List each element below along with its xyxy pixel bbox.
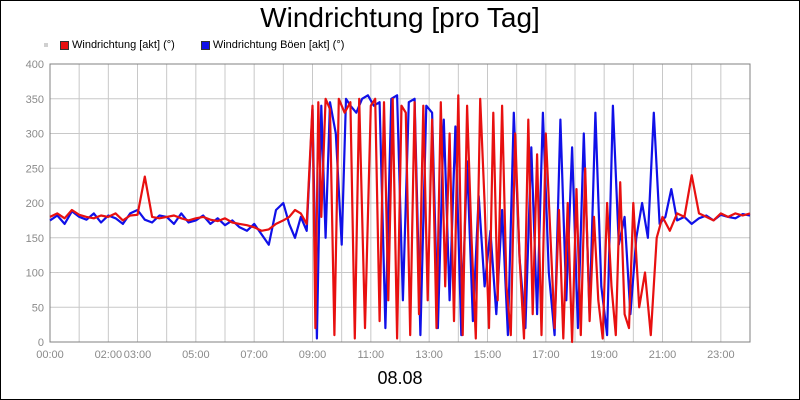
- y-tick-label: 100: [26, 268, 44, 280]
- x-tick-label: 09:00: [299, 349, 327, 361]
- y-tick-label: 250: [26, 163, 44, 175]
- x-tick-label: 23:00: [707, 349, 735, 361]
- x-tick-label: 13:00: [415, 349, 443, 361]
- x-tick-label: 17:00: [532, 349, 560, 361]
- x-tick-label: 05:00: [182, 349, 210, 361]
- date-label: 08.08: [377, 368, 423, 388]
- y-tick-label: 0: [38, 337, 44, 349]
- legend-label: Windrichtung [akt] (°): [72, 39, 175, 51]
- y-tick-label: 300: [26, 129, 44, 141]
- x-tick-label: 11:00: [357, 349, 384, 361]
- chart-title: Windrichtung [pro Tag]: [260, 2, 540, 33]
- y-tick-label: 400: [26, 59, 44, 71]
- legend-item-windrichtung: Windrichtung [akt] (°): [60, 39, 175, 51]
- x-tick-label: 03:00: [124, 349, 152, 361]
- x-tick-label: 02:00: [95, 349, 123, 361]
- legend-swatch-red: [60, 40, 69, 50]
- legend-swatch-blue: [200, 40, 210, 50]
- legend-marker-icon: [44, 43, 48, 47]
- y-tick-label: 50: [32, 302, 44, 314]
- x-tick-label: 19:00: [590, 349, 618, 361]
- y-tick-label: 350: [26, 94, 44, 106]
- x-tick-label: 00:00: [36, 349, 64, 361]
- legend-label: Windrichtung Böen [akt] (°): [212, 39, 345, 51]
- legend: Windrichtung [akt] (°) Windrichtung Böen…: [44, 38, 370, 52]
- x-tick-label: 07:00: [240, 349, 268, 361]
- plot-border: [49, 63, 751, 343]
- y-tick-label: 200: [26, 198, 44, 210]
- x-tick-label: 15:00: [474, 349, 502, 361]
- legend-item-boeen: Windrichtung Böen [akt] (°): [200, 39, 345, 51]
- y-tick-label: 150: [26, 233, 44, 245]
- series-line-0: [49, 94, 751, 344]
- series-line-1: [49, 94, 751, 340]
- x-tick-label: 21:00: [649, 349, 677, 361]
